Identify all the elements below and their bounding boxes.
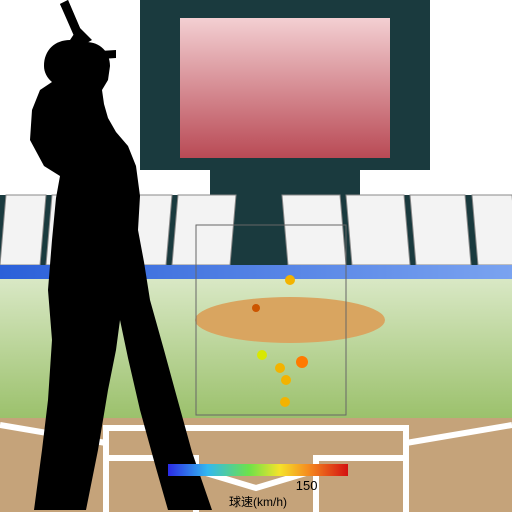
stand-section	[410, 195, 471, 265]
pitchers-mound	[195, 297, 385, 343]
pitch-point	[285, 275, 295, 285]
legend-label: 球速(km/h)	[229, 495, 287, 509]
legend-colorbar	[168, 464, 348, 476]
stand-section	[472, 195, 512, 265]
legend-tick: 150	[296, 478, 318, 493]
pitch-location-chart: 100 150 球速(km/h)	[0, 0, 512, 512]
scoreboard-screen	[180, 18, 390, 158]
stand-section	[172, 195, 236, 265]
stand-section	[0, 195, 46, 265]
stand-section	[282, 195, 346, 265]
stand-section	[346, 195, 410, 265]
pitch-point	[252, 304, 260, 312]
pitch-point	[296, 356, 308, 368]
pitch-point	[257, 350, 267, 360]
pitch-point	[275, 363, 285, 373]
pitch-point	[281, 375, 291, 385]
pitch-point	[280, 397, 290, 407]
legend-tick: 100	[179, 478, 201, 493]
